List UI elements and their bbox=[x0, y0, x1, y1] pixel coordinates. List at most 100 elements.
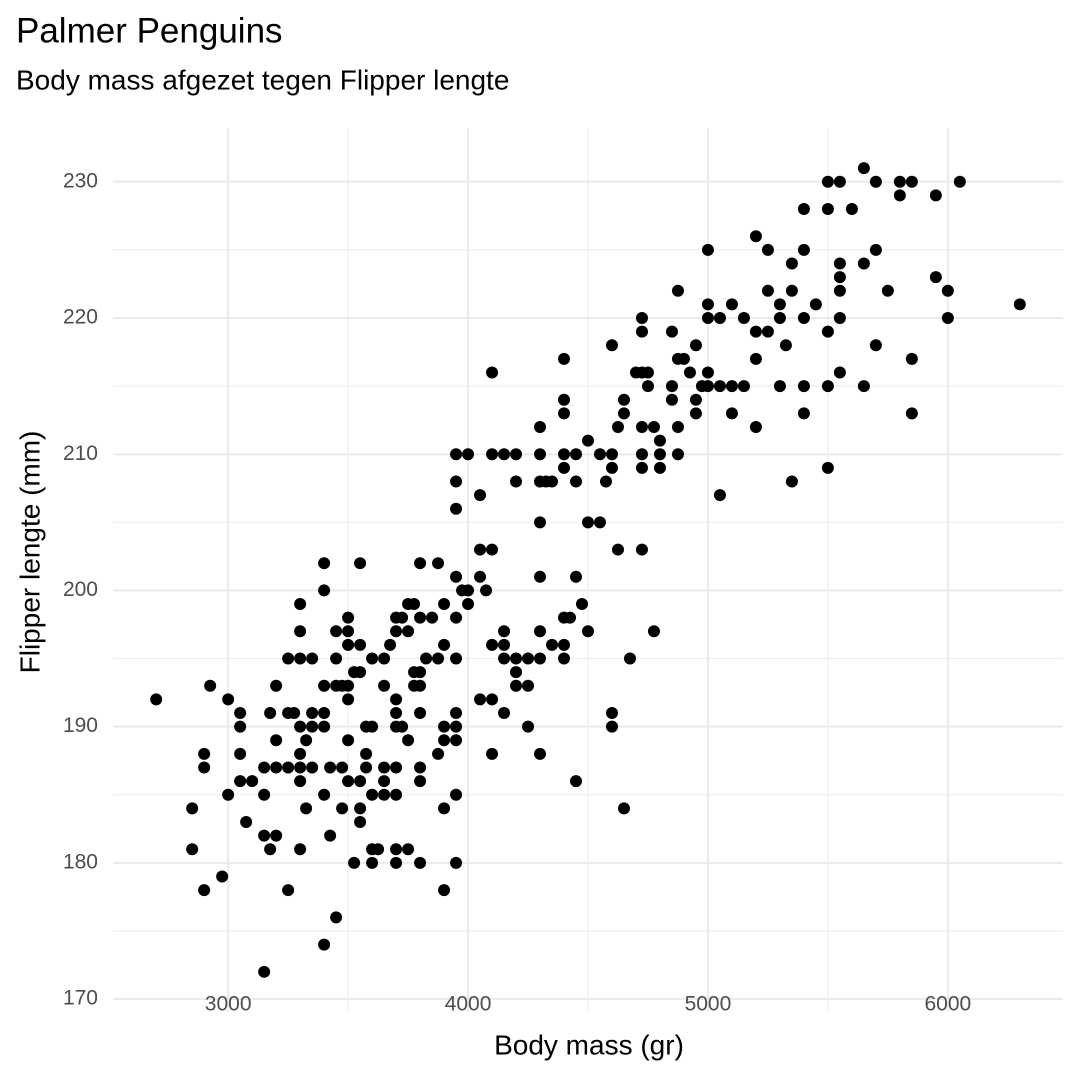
point bbox=[198, 747, 211, 760]
point bbox=[426, 611, 439, 624]
point bbox=[570, 475, 583, 488]
point bbox=[282, 652, 295, 665]
point bbox=[360, 747, 373, 760]
point bbox=[857, 257, 870, 270]
point bbox=[635, 420, 648, 433]
point bbox=[498, 707, 511, 720]
point bbox=[725, 380, 738, 393]
point bbox=[905, 175, 918, 188]
x-tick-label: 3000 bbox=[205, 993, 252, 1016]
point bbox=[570, 570, 583, 583]
point bbox=[294, 720, 307, 733]
point bbox=[450, 707, 463, 720]
point bbox=[378, 761, 391, 774]
point bbox=[510, 475, 523, 488]
y-tick-label: 220 bbox=[63, 306, 98, 329]
point bbox=[534, 747, 547, 760]
point bbox=[258, 965, 271, 978]
point bbox=[234, 747, 247, 760]
point bbox=[833, 257, 846, 270]
point bbox=[438, 720, 451, 733]
point bbox=[306, 720, 319, 733]
point bbox=[366, 856, 379, 869]
point bbox=[534, 625, 547, 638]
point bbox=[354, 638, 367, 651]
point bbox=[342, 611, 355, 624]
point bbox=[222, 693, 235, 706]
point bbox=[665, 380, 678, 393]
point bbox=[486, 543, 499, 556]
point bbox=[216, 870, 229, 883]
point bbox=[558, 461, 571, 474]
point bbox=[414, 611, 427, 624]
point bbox=[306, 761, 319, 774]
point bbox=[342, 734, 355, 747]
point bbox=[773, 298, 786, 311]
y-tick-label: 210 bbox=[63, 442, 98, 465]
point bbox=[462, 584, 475, 597]
point bbox=[354, 557, 367, 570]
point bbox=[486, 638, 499, 651]
point bbox=[438, 598, 451, 611]
point bbox=[821, 325, 834, 338]
point bbox=[294, 598, 307, 611]
point bbox=[450, 448, 463, 461]
point bbox=[833, 366, 846, 379]
point bbox=[570, 448, 583, 461]
point bbox=[294, 775, 307, 788]
point bbox=[474, 693, 487, 706]
point bbox=[498, 625, 511, 638]
point bbox=[366, 788, 379, 801]
point bbox=[336, 802, 349, 815]
point bbox=[498, 638, 511, 651]
point bbox=[635, 461, 648, 474]
point bbox=[761, 243, 774, 256]
point bbox=[486, 747, 499, 760]
point bbox=[324, 829, 337, 842]
y-tick-label: 230 bbox=[63, 169, 98, 192]
point bbox=[809, 298, 822, 311]
point bbox=[432, 557, 445, 570]
point bbox=[797, 380, 810, 393]
point bbox=[564, 611, 577, 624]
point bbox=[378, 788, 391, 801]
point bbox=[270, 829, 283, 842]
point bbox=[234, 775, 247, 788]
point bbox=[929, 189, 942, 202]
point bbox=[701, 243, 714, 256]
point bbox=[647, 420, 660, 433]
point bbox=[797, 407, 810, 420]
point bbox=[330, 625, 343, 638]
point bbox=[336, 761, 349, 774]
point bbox=[623, 652, 636, 665]
point bbox=[270, 734, 283, 747]
point bbox=[402, 625, 415, 638]
point bbox=[534, 652, 547, 665]
point bbox=[534, 448, 547, 461]
point bbox=[450, 570, 463, 583]
point bbox=[785, 284, 798, 297]
point bbox=[761, 284, 774, 297]
point bbox=[510, 666, 523, 679]
point bbox=[701, 298, 714, 311]
point bbox=[534, 516, 547, 529]
point bbox=[378, 775, 391, 788]
point bbox=[737, 312, 750, 325]
point bbox=[450, 720, 463, 733]
point bbox=[354, 775, 367, 788]
point bbox=[450, 652, 463, 665]
point bbox=[450, 502, 463, 515]
point bbox=[366, 652, 379, 665]
point bbox=[450, 475, 463, 488]
point bbox=[713, 312, 726, 325]
point bbox=[635, 312, 648, 325]
point bbox=[342, 625, 355, 638]
point bbox=[605, 720, 618, 733]
point bbox=[701, 312, 714, 325]
y-tick-label: 170 bbox=[63, 987, 98, 1010]
point bbox=[318, 788, 331, 801]
point bbox=[653, 434, 666, 447]
point bbox=[635, 366, 648, 379]
